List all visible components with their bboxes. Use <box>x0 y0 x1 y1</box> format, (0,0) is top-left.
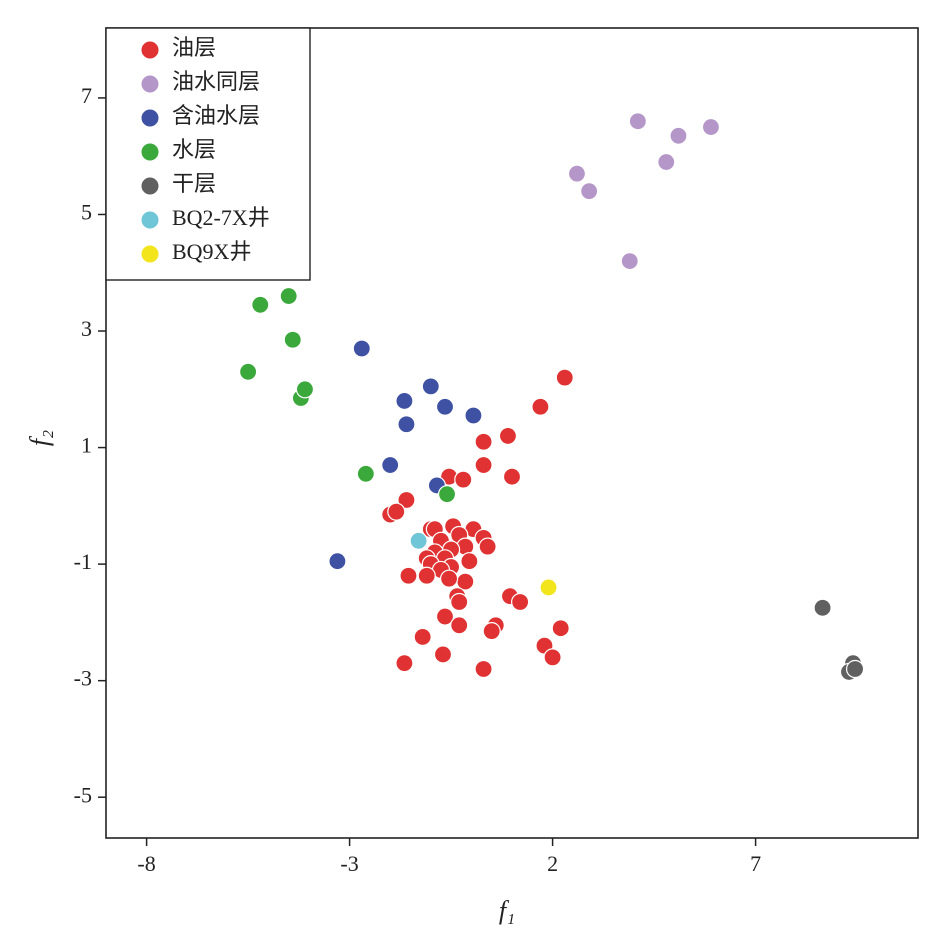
point <box>502 467 522 486</box>
point <box>845 659 865 679</box>
legend-marker <box>140 244 160 264</box>
y-axis-label: f₂ <box>25 430 54 446</box>
legend-marker <box>140 142 160 162</box>
point <box>435 397 455 416</box>
point <box>399 566 418 585</box>
y-tick-label: 1 <box>81 433 92 458</box>
legend-label: 干层 <box>172 171 216 196</box>
point <box>433 645 453 664</box>
point <box>628 112 647 131</box>
legend-marker <box>140 74 160 94</box>
point <box>460 552 479 571</box>
legend-box <box>105 27 311 281</box>
point <box>498 426 518 446</box>
point <box>283 330 302 349</box>
point <box>295 380 315 399</box>
point <box>435 607 455 626</box>
point <box>421 377 440 396</box>
point <box>701 117 721 137</box>
point <box>813 598 832 617</box>
legend-label: 含油水层 <box>172 103 260 128</box>
point <box>543 648 562 667</box>
plot-frame <box>105 27 919 839</box>
legend-label: BQ2-7X井 <box>172 205 270 230</box>
point <box>531 397 550 416</box>
point <box>439 569 459 588</box>
point <box>474 659 493 679</box>
point <box>413 627 432 647</box>
point <box>397 415 416 434</box>
point <box>387 502 406 521</box>
point <box>395 654 414 673</box>
y-tick-label: 7 <box>81 83 92 108</box>
point <box>437 485 457 504</box>
point <box>669 126 688 145</box>
x-tick-label: 7 <box>750 851 761 876</box>
legend-marker <box>140 40 160 60</box>
point <box>356 464 375 483</box>
legend-label: 油层 <box>172 35 216 60</box>
point <box>454 470 473 489</box>
point <box>279 286 298 306</box>
y-tick-label: 5 <box>81 200 92 225</box>
point <box>397 490 416 510</box>
legend-label: 水层 <box>172 137 216 162</box>
point <box>511 592 530 612</box>
point <box>328 552 347 571</box>
point <box>474 432 493 451</box>
point <box>352 339 371 358</box>
y-tick-label: -1 <box>74 549 92 574</box>
point <box>450 616 469 635</box>
point <box>555 368 574 387</box>
point <box>395 391 414 411</box>
point <box>482 622 501 641</box>
legend-label: BQ9X井 <box>172 239 251 264</box>
point <box>239 362 258 381</box>
point <box>620 251 639 271</box>
point <box>657 152 676 172</box>
y-tick-label: 3 <box>81 316 92 341</box>
point <box>381 455 400 475</box>
x-axis-label: f₁ <box>499 896 515 925</box>
x-tick-label: -8 <box>137 851 155 876</box>
x-tick-label: 2 <box>547 851 558 876</box>
legend-marker <box>140 108 160 128</box>
point <box>539 578 558 597</box>
point <box>580 182 599 201</box>
point <box>417 566 436 585</box>
point <box>251 295 270 314</box>
point <box>551 619 570 638</box>
legend-marker <box>140 176 160 196</box>
point <box>464 406 483 425</box>
legend-marker <box>140 210 160 230</box>
y-tick-label: -5 <box>74 782 92 807</box>
x-tick-label: -3 <box>340 851 358 876</box>
point <box>567 164 587 183</box>
point <box>409 531 428 550</box>
point <box>474 455 493 475</box>
point <box>478 537 497 556</box>
legend-label: 油水同层 <box>172 69 260 94</box>
y-tick-label: -3 <box>74 666 92 691</box>
point <box>450 592 469 612</box>
